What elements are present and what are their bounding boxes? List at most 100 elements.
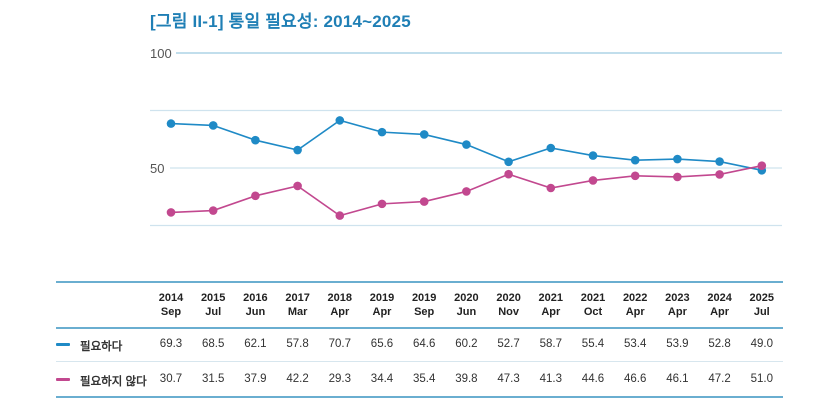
column-header: 2017 Mar — [277, 291, 319, 319]
data-point — [588, 151, 598, 160]
header-month: Jun — [245, 306, 266, 318]
line-chart: 100 50 — [150, 46, 782, 227]
data-point — [166, 208, 176, 217]
data-point — [630, 171, 640, 181]
data-point — [757, 161, 767, 170]
legend-swatch-needed — [56, 343, 70, 346]
header-month: Apr — [541, 306, 561, 318]
data-point — [293, 181, 302, 191]
data-point — [335, 116, 345, 125]
column-header: 2024 Apr — [699, 291, 741, 319]
table-cell: 42.2 — [286, 373, 309, 385]
column-header: 2018 Apr — [319, 291, 361, 319]
column-header: 2016 Jun — [234, 291, 276, 319]
table-cell: 30.7 — [159, 373, 183, 385]
table-cell: 29.3 — [328, 373, 351, 385]
table-cell: 46.6 — [623, 373, 647, 385]
header-year: 2016 — [243, 292, 268, 304]
table-cell: 55.4 — [581, 338, 605, 350]
column-header: 2021 Apr — [530, 291, 572, 319]
header-year: 2022 — [622, 292, 648, 304]
table-cell: 52.7 — [497, 338, 520, 350]
table-cell: 51.0 — [750, 373, 773, 385]
header-year: 2018 — [327, 292, 353, 304]
table-cell: 64.6 — [412, 338, 436, 350]
legend-label-needed: 필요하다 — [80, 341, 123, 353]
table-cell: 69.3 — [159, 338, 183, 350]
chart-title: [그림 II-1] 통일 필요성: 2014~2025 — [150, 12, 411, 31]
table-cell: 34.4 — [370, 373, 394, 385]
table-cell: 58.7 — [539, 338, 562, 350]
y-tick-label-50: 50 — [150, 161, 164, 176]
table-cell: 49.0 — [750, 338, 773, 350]
data-point — [251, 191, 260, 201]
data-point — [208, 121, 218, 130]
data-point — [504, 157, 513, 167]
header-month: Sep — [414, 306, 435, 318]
table-cell: 52.8 — [708, 338, 731, 350]
column-header: 2014 Sep — [150, 291, 192, 319]
header-month: Mar — [287, 306, 308, 318]
data-point — [546, 143, 556, 153]
table-cell: 47.3 — [497, 373, 520, 385]
table-cell: 35.4 — [412, 373, 436, 385]
table-cell: 65.6 — [370, 338, 394, 350]
header-year: 2021 — [538, 292, 564, 304]
data-point — [208, 206, 218, 215]
header-month: Apr — [710, 306, 730, 318]
header-year: 2014 — [158, 292, 184, 304]
header-month: Jul — [753, 306, 770, 318]
data-point — [251, 135, 260, 145]
data-point — [588, 176, 598, 185]
header-year: 2017 — [285, 292, 310, 304]
data-point — [630, 155, 640, 165]
table-cell: 53.4 — [623, 338, 647, 350]
data-point — [419, 197, 429, 206]
table-cell: 57.8 — [286, 338, 309, 350]
header-month: Apr — [625, 306, 645, 318]
table-header-rule — [56, 327, 783, 329]
header-year: 2019 — [369, 292, 395, 304]
table-cell: 31.5 — [201, 373, 225, 385]
data-point — [377, 127, 387, 137]
data-point — [673, 154, 682, 164]
table-cell: 41.3 — [539, 373, 562, 385]
header-month: Apr — [667, 306, 687, 318]
header-year: 2025 — [749, 292, 775, 304]
header-year: 2015 — [200, 292, 226, 304]
header-year: 2023 — [665, 292, 690, 304]
table-cell: 70.7 — [328, 338, 351, 350]
table-row-divider — [56, 361, 783, 362]
header-year: 2020 — [496, 292, 521, 304]
table-cell: 60.2 — [455, 338, 478, 350]
data-point — [335, 211, 345, 220]
table-top-rule — [56, 281, 783, 283]
column-header: 2025 Jul — [741, 291, 783, 319]
column-header: 2019 Apr — [361, 291, 403, 319]
header-year: 2019 — [411, 292, 437, 304]
column-header: 2023 Apr — [656, 291, 698, 319]
header-month: Apr — [372, 306, 392, 318]
data-point — [504, 169, 513, 179]
column-header: 2022 Apr — [614, 291, 656, 319]
header-month: Nov — [498, 306, 519, 318]
header-month: Jun — [456, 306, 477, 318]
table-cell: 44.6 — [581, 373, 605, 385]
table-bottom-rule — [56, 396, 783, 398]
data-point — [419, 130, 429, 139]
table-cell: 47.2 — [708, 373, 731, 385]
table-cell: 53.9 — [666, 338, 689, 350]
header-year: 2021 — [580, 292, 606, 304]
data-point — [715, 170, 724, 179]
legend-swatch-not-needed — [56, 378, 70, 381]
column-header: 2019 Sep — [403, 291, 445, 319]
data-point — [293, 145, 302, 155]
data-point — [546, 183, 556, 193]
table-cell: 62.1 — [244, 338, 267, 350]
column-header: 2015 Jul — [192, 291, 234, 319]
table-cell: 46.1 — [666, 373, 689, 385]
data-point — [166, 119, 176, 128]
data-point — [462, 140, 471, 149]
table-cell: 68.5 — [201, 338, 225, 350]
data-point — [462, 187, 471, 196]
